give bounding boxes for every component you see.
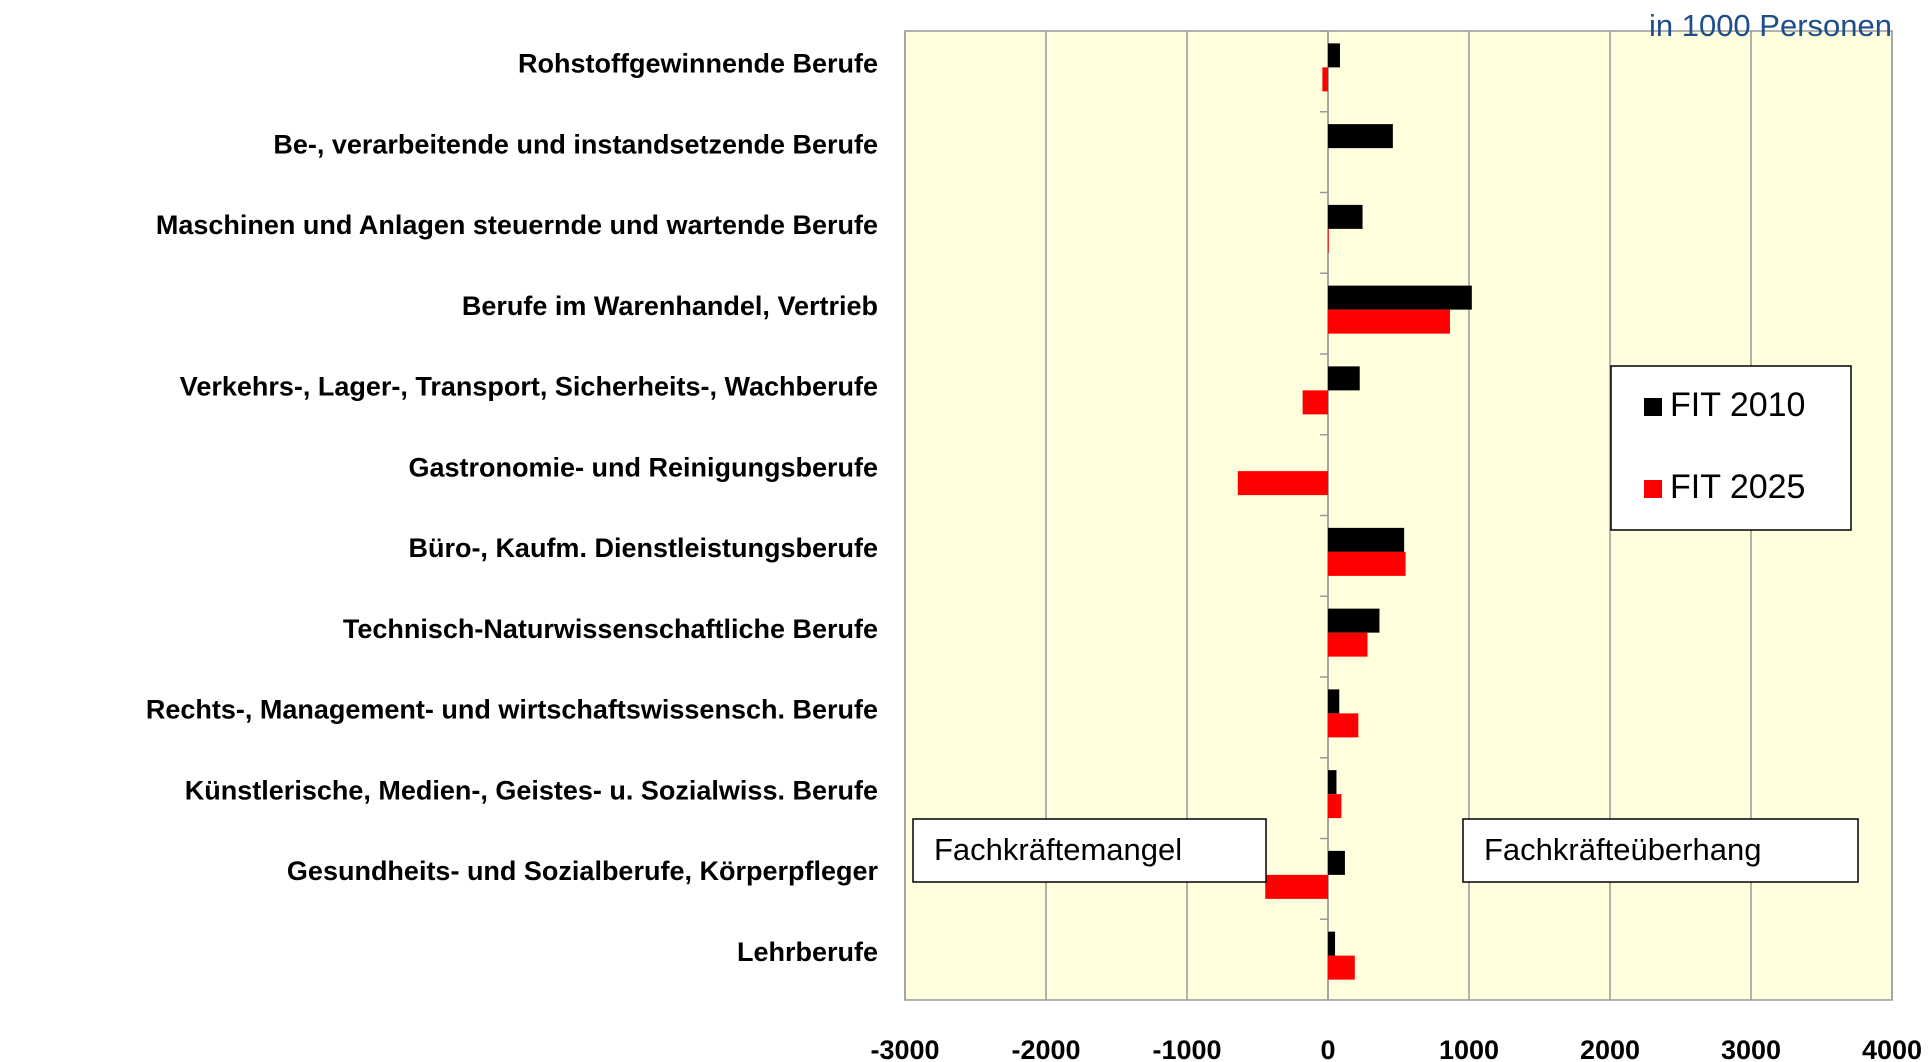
bar <box>1328 608 1380 633</box>
x-tick-label: 4000 <box>1862 1035 1922 1062</box>
y-tick-label: Büro-, Kaufm. Dienstleistungsberufe <box>408 533 878 563</box>
annotation: Fachkräfteüberhang <box>1484 832 1761 867</box>
y-tick-label: Rechts-, Management- und wirtschaftswiss… <box>146 695 878 725</box>
annotation-box <box>1462 818 1859 883</box>
bar <box>1328 285 1472 310</box>
legend-swatch <box>1644 480 1662 498</box>
bar <box>1328 228 1329 253</box>
legend-swatch <box>1644 398 1662 416</box>
unit-note: in 1000 Personen <box>1649 8 1892 43</box>
bar <box>1328 527 1405 552</box>
bar <box>1328 850 1345 875</box>
bar <box>1328 713 1359 738</box>
legend <box>1610 365 1852 531</box>
x-tick-label: -1000 <box>1152 1035 1221 1062</box>
y-tick-label: Künstlerische, Medien-, Geistes- u. Sozi… <box>185 775 878 805</box>
bar <box>1328 43 1340 68</box>
y-tick-label: Technisch-Naturwissenschaftliche Berufe <box>343 614 878 644</box>
x-tick-label: -2000 <box>1011 1035 1080 1062</box>
legend-label: FIT 2025 <box>1670 468 1805 506</box>
x-tick-label: 3000 <box>1721 1035 1781 1062</box>
annotation-box <box>912 818 1267 883</box>
y-tick-label: Rohstoffgewinnende Berufe <box>518 49 878 79</box>
bar <box>1328 931 1336 956</box>
x-tick-label: -3000 <box>870 1035 939 1062</box>
bar <box>1328 794 1342 819</box>
bar <box>1328 689 1340 714</box>
y-tick-label: Verkehrs-, Lager-, Transport, Sicherheit… <box>180 372 878 402</box>
bar <box>1328 124 1393 149</box>
bar <box>1328 366 1360 391</box>
bar <box>1265 874 1328 899</box>
bar <box>1302 390 1328 415</box>
x-tick-label: 2000 <box>1580 1035 1640 1062</box>
bar <box>1328 309 1450 334</box>
legend-label: FIT 2010 <box>1670 386 1805 424</box>
bar <box>1237 471 1328 496</box>
annotation: Fachkräftemangel <box>934 832 1182 867</box>
x-tick-label: 0 <box>1320 1035 1335 1062</box>
bar <box>1322 67 1328 92</box>
y-tick-label: Maschinen und Anlagen steuernde und wart… <box>156 210 878 240</box>
y-tick-label: Be-, verarbeitende und instandsetzende B… <box>273 129 878 159</box>
bar <box>1328 551 1406 576</box>
bar <box>1328 770 1337 795</box>
y-tick-label: Gesundheits- und Sozialberufe, Körperpfl… <box>287 856 879 886</box>
bar <box>1328 204 1363 229</box>
x-tick-label: 1000 <box>1439 1035 1499 1062</box>
y-tick-label: Gastronomie- und Reinigungsberufe <box>408 452 878 482</box>
bar <box>1328 955 1355 980</box>
bar <box>1328 632 1368 657</box>
y-tick-label: Berufe im Warenhandel, Vertrieb <box>462 291 878 321</box>
y-tick-label: Lehrberufe <box>737 937 878 967</box>
